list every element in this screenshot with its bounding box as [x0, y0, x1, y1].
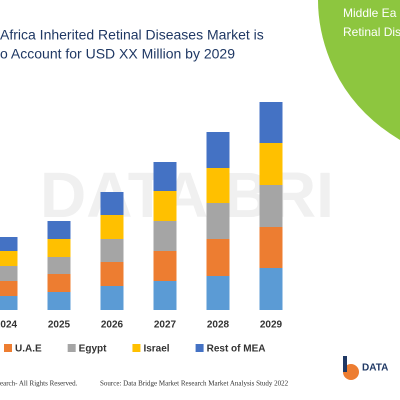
bar-segment: [0, 237, 18, 251]
x-tick-label: 2028: [207, 320, 230, 331]
legend-swatch: [132, 344, 141, 352]
legend-label: Egypt: [79, 344, 107, 355]
bar-segment: [47, 221, 71, 239]
legend-swatch: [67, 344, 76, 352]
x-tick-label: 2026: [101, 320, 124, 331]
bar-segment: [153, 251, 177, 281]
legend-swatch: [4, 344, 12, 352]
footer-rights: earch- All Rights Reserved.: [0, 380, 78, 388]
logo: DATA: [343, 356, 388, 380]
x-tick-label: 2029: [260, 320, 283, 331]
chart-title: Africa Inherited Retinal Diseases Market…: [0, 27, 264, 43]
bar-segment: [259, 185, 283, 227]
logo-icon: [343, 356, 347, 372]
legend-swatch: [195, 344, 204, 352]
side-panel: [318, 0, 400, 140]
bar-segment: [206, 132, 230, 168]
panel-text: Retinal Dis: [343, 25, 400, 39]
bar-segment: [0, 251, 18, 266]
bar-segment: [47, 292, 71, 310]
bar-segment: [47, 257, 71, 274]
bar-segment: [259, 143, 283, 185]
bar-segment: [47, 274, 71, 292]
legend-label: Israel: [143, 344, 169, 355]
x-tick-label: 2027: [154, 320, 177, 331]
bar-segment: [100, 286, 124, 310]
bar-segment: [259, 268, 283, 310]
bar-segment: [206, 168, 230, 203]
bar-segment: [100, 262, 124, 286]
bar-segment: [100, 192, 124, 215]
chart-title: o Account for USD XX Million by 2029: [0, 46, 235, 62]
panel-text: Middle Ea: [343, 6, 397, 20]
bar-segment: [206, 239, 230, 276]
bar-segment: [100, 239, 124, 262]
legend-label: Rest of MEA: [207, 344, 266, 355]
bar-segment: [153, 162, 177, 191]
logo-text: DATA: [362, 363, 388, 374]
bar-segment: [259, 227, 283, 268]
bar-segment: [100, 215, 124, 239]
x-tick-label: 2025: [48, 320, 71, 331]
bar-segment: [206, 203, 230, 239]
bar-segment: [0, 281, 18, 296]
bar-segment: [0, 266, 18, 281]
bar-segment: [153, 281, 177, 310]
legend-label: U.A.E: [15, 344, 42, 355]
bar-segment: [47, 239, 71, 257]
bar-segment: [259, 102, 283, 143]
bar-segment: [153, 191, 177, 221]
watermark: DATA BRI: [40, 159, 334, 231]
footer-source: Source: Data Bridge Market Research Mark…: [100, 380, 289, 388]
bar-segment: [0, 296, 18, 310]
bar-segment: [206, 276, 230, 310]
bar-segment: [153, 221, 177, 251]
